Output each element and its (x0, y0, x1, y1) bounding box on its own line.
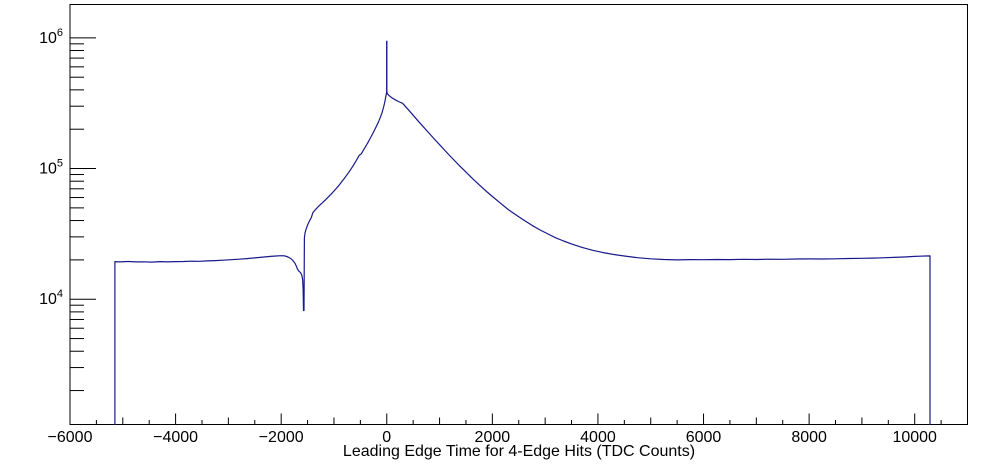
x-tick-label: 6000 (686, 429, 722, 446)
y-tick-label: 104 (39, 288, 63, 308)
histogram-line (114, 90, 931, 426)
x-axis-ticks (69, 413, 968, 425)
x-axis-title: Leading Edge Time for 4-Edge Hits (TDC C… (342, 443, 696, 460)
plot-frame (69, 4, 968, 425)
y-tick-label: 106 (39, 27, 63, 47)
x-tick-label: 2000 (475, 429, 511, 446)
x-tick-label: −4000 (153, 429, 198, 446)
x-tick-label: −2000 (259, 429, 304, 446)
y-tick-label: 105 (39, 158, 63, 178)
y-axis-ticks (70, 37, 96, 392)
x-tick-label: 0 (382, 429, 391, 446)
x-tick-label: 10000 (892, 429, 937, 446)
x-tick-label: −6000 (48, 429, 93, 446)
x-tick-label: 4000 (580, 429, 616, 446)
x-tick-label: 8000 (791, 429, 827, 446)
